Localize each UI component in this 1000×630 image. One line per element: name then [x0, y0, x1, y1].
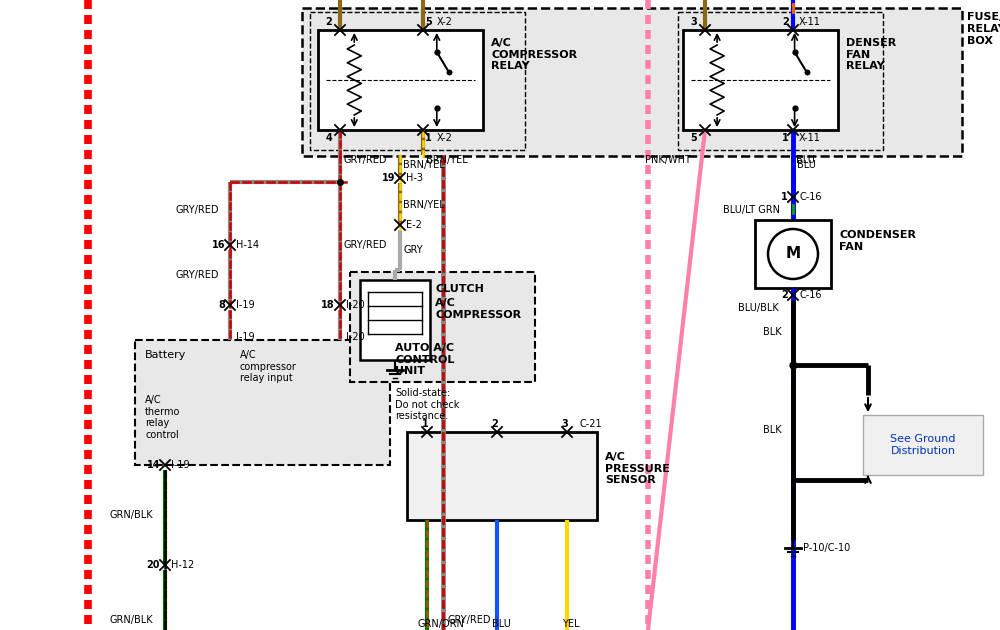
Text: 2: 2 [492, 419, 498, 429]
Text: H-14: H-14 [236, 240, 259, 250]
Text: BLU: BLU [492, 619, 511, 629]
Text: A/C
PRESSURE
SENSOR: A/C PRESSURE SENSOR [605, 452, 670, 485]
Text: BRN/YEL: BRN/YEL [403, 200, 445, 210]
Bar [302, 8, 962, 156]
Text: E-2: E-2 [406, 220, 422, 230]
Text: DENSER
FAN
RELAY: DENSER FAN RELAY [846, 38, 896, 71]
Text: GRN/BLK: GRN/BLK [110, 510, 154, 520]
Text: GRY/RED: GRY/RED [175, 205, 218, 215]
Text: GRY/RED: GRY/RED [447, 615, 490, 625]
Text: GRY/RED: GRY/RED [175, 270, 218, 280]
Text: CONDENSER
FAN: CONDENSER FAN [839, 230, 916, 251]
Text: X-11: X-11 [799, 17, 821, 27]
Text: Battery: Battery [145, 350, 186, 360]
Text: A/C
compressor
relay input: A/C compressor relay input [240, 350, 297, 383]
Text: H-12: H-12 [171, 560, 194, 570]
Text: Solid-state:
Do not check
resistance.: Solid-state: Do not check resistance. [395, 388, 459, 421]
Text: X-2: X-2 [437, 17, 453, 27]
Bar [350, 272, 535, 382]
Text: BLU: BLU [797, 160, 816, 170]
Bar [318, 30, 483, 130]
Text: I-19: I-19 [236, 332, 255, 342]
Text: A/C
COMPRESSOR: A/C COMPRESSOR [435, 298, 521, 319]
Text: 2: 2 [781, 290, 788, 300]
Text: BLU: BLU [796, 155, 815, 165]
Text: I-19: I-19 [236, 300, 255, 310]
Bar [407, 432, 597, 520]
Text: RELAY: RELAY [967, 24, 1000, 34]
Text: BLK: BLK [763, 327, 782, 337]
Text: See Ground
Distribution: See Ground Distribution [890, 434, 956, 455]
Text: 18: 18 [321, 300, 335, 310]
Text: 2: 2 [325, 17, 332, 27]
Bar [678, 12, 883, 150]
Text: 4: 4 [325, 133, 332, 143]
Bar [310, 12, 525, 150]
Text: 1: 1 [782, 133, 789, 143]
Text: 5: 5 [690, 133, 697, 143]
Text: 16: 16 [212, 240, 225, 250]
Text: 3: 3 [690, 17, 697, 27]
Text: BLK: BLK [763, 425, 782, 435]
Text: X-2: X-2 [437, 133, 453, 143]
Text: FUSE/: FUSE/ [967, 12, 1000, 22]
Text: 1: 1 [781, 192, 788, 202]
Bar [135, 340, 390, 465]
Text: GRY/RED: GRY/RED [344, 240, 388, 250]
Text: 2: 2 [782, 17, 789, 27]
Text: GRN/BLK: GRN/BLK [110, 615, 154, 625]
Text: H-3: H-3 [406, 173, 423, 183]
Text: M: M [785, 246, 801, 261]
Text: P-10/C-10: P-10/C-10 [803, 543, 850, 553]
Text: 1: 1 [425, 133, 432, 143]
Text: 5: 5 [425, 17, 432, 27]
Text: C-21: C-21 [579, 419, 602, 429]
Text: GRY/RED: GRY/RED [343, 155, 386, 165]
Text: 14: 14 [146, 460, 160, 470]
Text: GRN/ORN: GRN/ORN [417, 619, 464, 629]
Text: C-16: C-16 [799, 290, 822, 300]
Text: I-19: I-19 [171, 460, 190, 470]
Text: I-20: I-20 [346, 332, 365, 342]
Bar [683, 30, 838, 130]
Text: 19: 19 [382, 173, 395, 183]
Text: BRN/YEL: BRN/YEL [426, 155, 468, 165]
Text: 3: 3 [562, 419, 568, 429]
Text: GRY: GRY [403, 245, 423, 255]
Text: X-11: X-11 [799, 133, 821, 143]
Text: YEL: YEL [562, 619, 580, 629]
Text: 20: 20 [146, 560, 160, 570]
Bar [863, 415, 983, 475]
Text: BOX: BOX [967, 36, 993, 46]
Text: A/C
COMPRESSOR
RELAY: A/C COMPRESSOR RELAY [491, 38, 577, 71]
Text: I-20: I-20 [346, 300, 365, 310]
Bar [755, 220, 831, 288]
Text: 1: 1 [422, 419, 428, 429]
Text: C-16: C-16 [799, 192, 822, 202]
Bar [360, 280, 430, 360]
Text: 8: 8 [218, 300, 225, 310]
Text: BRN/YEL: BRN/YEL [403, 160, 445, 170]
Text: PNK/WHT: PNK/WHT [645, 155, 691, 165]
Text: A/C
thermo
relay
control: A/C thermo relay control [145, 395, 180, 440]
Text: AUTO A/C
CONTROL
UNIT: AUTO A/C CONTROL UNIT [395, 343, 454, 376]
Text: BLU/LT GRN: BLU/LT GRN [723, 205, 780, 215]
Text: CLUTCH: CLUTCH [435, 284, 484, 294]
Circle shape [768, 229, 818, 279]
Text: BLU/BLK: BLU/BLK [738, 303, 779, 313]
